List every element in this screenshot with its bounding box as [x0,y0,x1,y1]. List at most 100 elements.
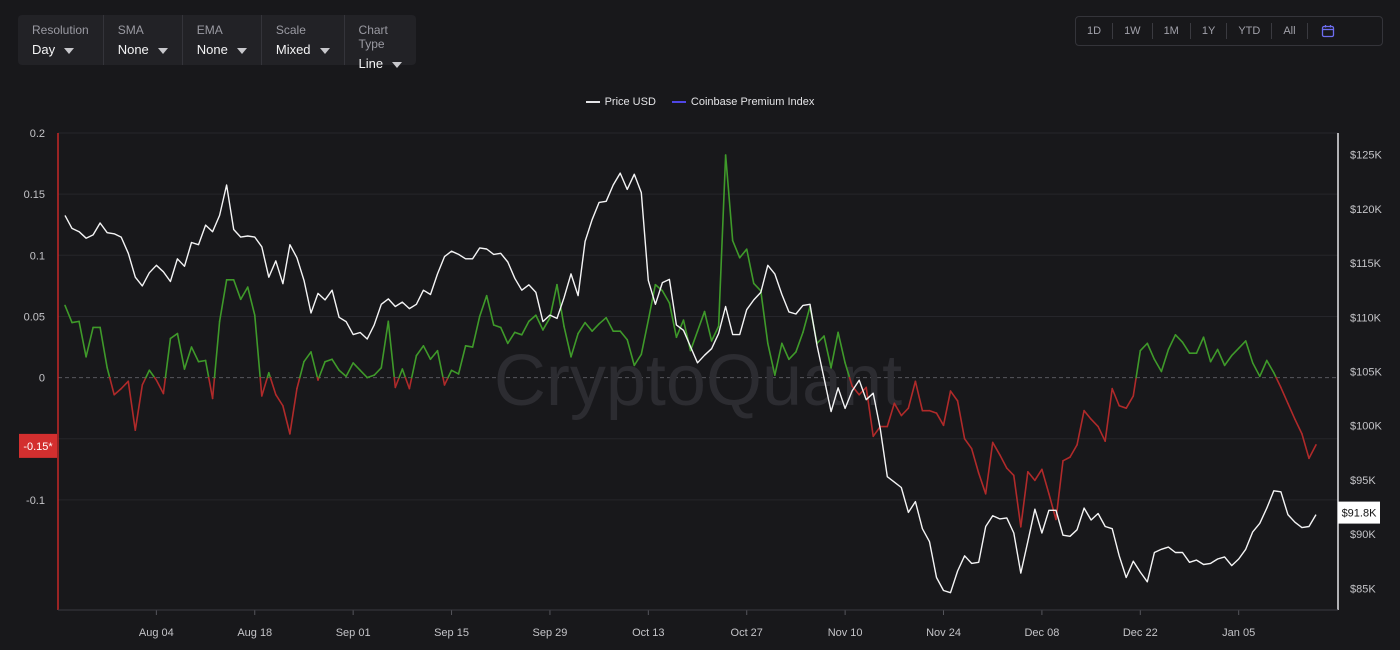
premium-line-segment [633,353,643,367]
premium-line-segment [162,376,167,395]
premium-line-segment [998,453,1008,469]
premium-line-segment [398,368,404,379]
premium-line-segment [366,374,376,379]
premium-line-segment [211,376,216,400]
premium-line-segment [984,441,994,495]
chevron-down-icon [64,47,75,54]
range-1d-button[interactable]: 1D [1076,23,1114,39]
chart-type-value: Line [358,56,384,71]
premium-line-segment [429,349,439,361]
premium-line-segment [1048,493,1057,521]
range-all-button[interactable]: All [1272,23,1308,39]
y-left-tick-label: 0.15 [24,189,45,201]
premium-line-segment [872,425,882,438]
premium-line-segment [675,319,685,339]
premium-line-segment [745,248,755,285]
premium-line-segment [232,278,242,301]
premium-line-segment [689,330,699,352]
chart-type-dropdown[interactable]: Chart Type Line [345,15,417,71]
premium-line-segment [696,310,706,332]
premium-line-segment [591,322,600,332]
scale-dropdown[interactable]: Scale Mixed [262,15,345,65]
premium-line-segment [1139,342,1149,352]
premium-line-segment [605,316,614,332]
premium-line-segment [774,342,783,376]
premium-line-segment [717,154,727,328]
premium-line-segment [1118,404,1128,409]
range-1y-button[interactable]: 1Y [1191,23,1228,39]
premium-line-segment [310,351,319,379]
premium-line-segment [668,302,678,339]
premium-line-segment [1146,342,1156,361]
x-tick-label: Aug 18 [237,627,272,639]
premium-line-segment [169,332,179,340]
y-right-tick-label: $120K [1350,204,1382,216]
premium-line-segment [1273,371,1277,379]
premium-line-segment [823,335,832,369]
x-tick-label: Aug 04 [139,627,174,639]
sma-dropdown[interactable]: SMA None [104,15,183,65]
premium-line-segment [767,342,776,376]
sma-value: None [117,42,149,57]
premium-line-segment [1160,348,1170,373]
premium-line-segment [318,360,326,379]
premium-line-segment [120,380,130,390]
premium-line-segment [1135,349,1142,379]
legend-label-price: Price USD [604,96,656,108]
y-right-tick-label: $90K [1350,529,1376,541]
premium-line-segment [190,346,200,363]
premium-line-segment [387,320,396,379]
premium-line-segment [598,316,607,325]
premium-line-segment [422,345,432,361]
range-1w-button[interactable]: 1W [1113,23,1153,39]
y-right-tick-label: $95K [1350,475,1376,487]
chevron-down-icon [236,47,247,54]
range-1m-button[interactable]: 1M [1153,23,1191,39]
legend-item-premium[interactable]: Coinbase Premium Index [671,96,815,108]
premium-line-segment [176,332,186,370]
premium-line-segment [1125,395,1135,409]
premium-line-segment [844,362,851,379]
premium-line-segment [499,326,509,345]
y-right-tick-label: $115K [1350,258,1382,270]
premium-line-segment [485,294,495,326]
premium-line-segment [394,376,400,389]
premium-line-segment [661,289,671,304]
premium-line-segment [521,320,530,336]
premium-line-segment [1209,348,1219,363]
premium-line-segment [155,379,165,395]
premium-line-segment [563,325,572,358]
premium-line-segment [991,441,1001,456]
premium-line-segment [1244,340,1254,364]
premium-line-segment [299,360,305,379]
premium-line-segment [1294,418,1303,435]
premium-line-segment [106,367,111,379]
premium-line-segment [415,345,425,357]
calendar-icon[interactable] [1308,24,1348,38]
legend-label-premium: Coinbase Premium Index [690,96,815,108]
legend-item-price[interactable]: Price USD [585,96,656,108]
premium-line-segment [654,283,664,292]
premium-line-segment [275,393,284,407]
range-ytd-button[interactable]: YTD [1227,23,1273,39]
premium-line-segment [1223,354,1233,367]
sma-label: SMA [117,23,144,37]
premium-line-segment [471,315,481,348]
premium-line-segment [759,289,769,345]
premium-line-segment [914,380,924,412]
resolution-dropdown[interactable]: Resolution Day [18,15,104,65]
time-range-selector: 1D 1W 1M 1Y YTD All [1075,16,1383,46]
premium-line-segment [1104,387,1113,443]
premium-line-segment [218,278,228,323]
premium-line-segment [289,387,298,435]
y-left-tick-label: -0.1 [26,495,45,507]
chart-type-label: Chart Type [358,23,388,51]
ema-value: None [196,42,228,57]
premium-line-segment [1062,456,1071,462]
premium-line-segment [942,390,952,427]
premium-line-segment [935,412,945,427]
ema-dropdown[interactable]: EMA None [183,15,262,65]
premium-line-segment [410,354,418,379]
premium-line-segment [1020,470,1029,528]
premium-line-segment [848,376,853,387]
